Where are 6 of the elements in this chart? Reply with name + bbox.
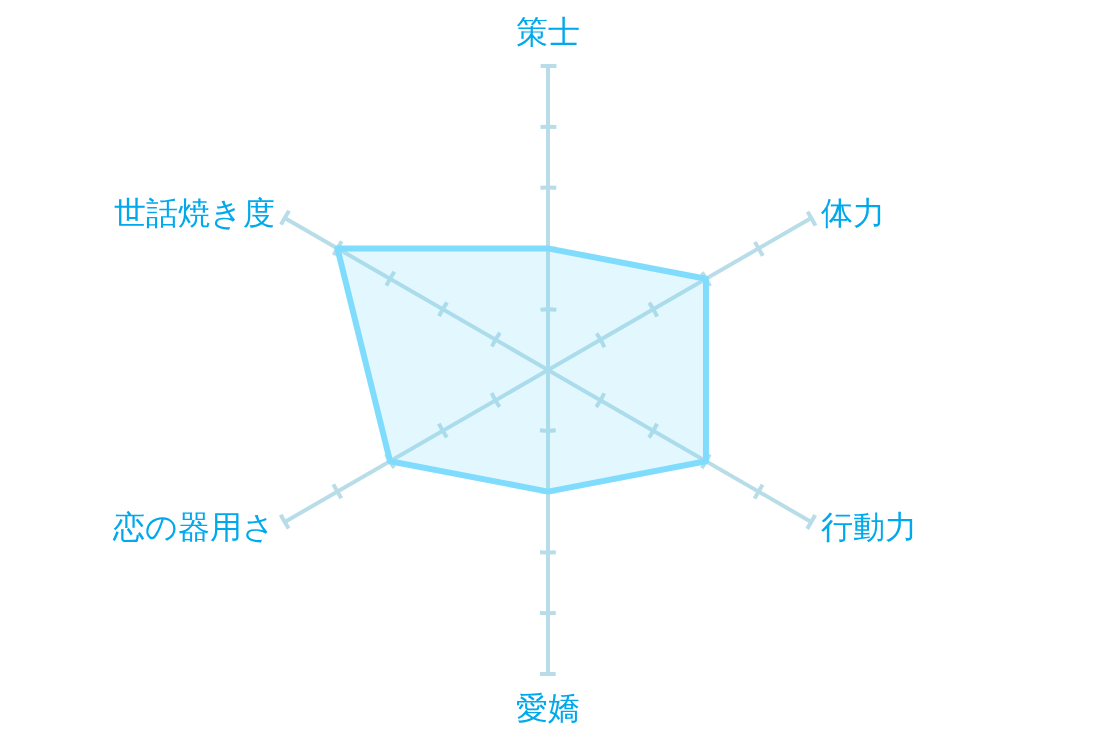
spoke-label: 世話焼き度 — [113, 194, 275, 233]
spoke-label: 策士 — [516, 13, 580, 52]
spoke-label: 行動力 — [821, 508, 918, 547]
spoke-label: 愛嬌 — [516, 689, 580, 728]
spoke-label: 体力 — [821, 194, 886, 233]
spoke-label: 恋の器用さ — [111, 508, 275, 547]
